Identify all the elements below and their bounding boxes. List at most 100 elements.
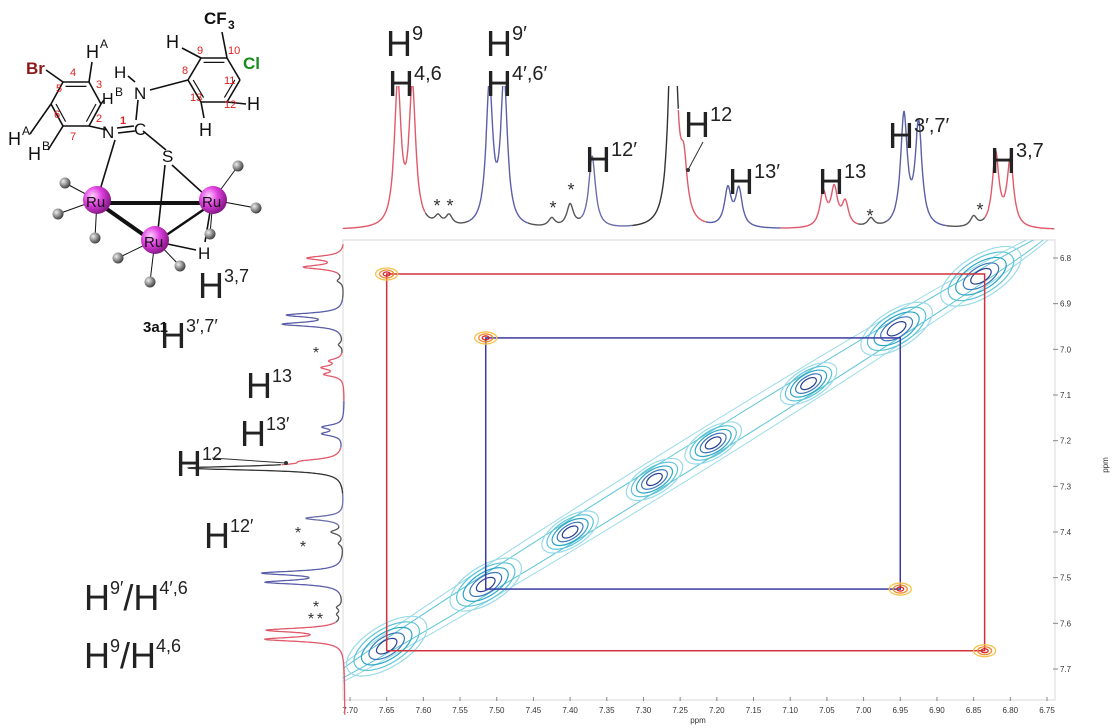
label-text: H bbox=[486, 23, 512, 64]
diagonal-contour bbox=[699, 432, 727, 454]
ligand-ball bbox=[59, 177, 71, 189]
diagonal-contour bbox=[873, 311, 920, 347]
label-superscript: 13 bbox=[844, 161, 866, 183]
diagonal-contour bbox=[866, 306, 927, 352]
cross-peak bbox=[375, 267, 399, 281]
y-tick-label: 6.8 bbox=[1060, 254, 1072, 263]
x-tick-label: 7.00 bbox=[856, 706, 872, 715]
asterisk: * bbox=[313, 345, 319, 362]
peak-label: H13′ bbox=[728, 161, 780, 202]
bond bbox=[88, 125, 108, 131]
ligand-ball bbox=[112, 252, 124, 264]
peak-label: H3′,7′ bbox=[888, 115, 950, 156]
bond bbox=[226, 57, 241, 81]
spectrum-peak bbox=[839, 198, 859, 225]
bond bbox=[55, 103, 67, 122]
spectrum-peak bbox=[336, 273, 344, 298]
cross-peak bbox=[888, 582, 912, 596]
left-spectrum bbox=[187, 244, 346, 715]
x-tick-label: 7.30 bbox=[636, 706, 652, 715]
cross-peak bbox=[478, 333, 494, 343]
peak-label: H4′,6′ bbox=[486, 63, 548, 104]
spectrum-peak bbox=[305, 244, 344, 263]
label-text: H bbox=[585, 139, 611, 180]
spectrum-peak bbox=[305, 493, 344, 526]
bond bbox=[117, 130, 136, 134]
x-axis-label: ppm bbox=[690, 716, 706, 725]
diagonal-contour bbox=[962, 262, 1000, 291]
diagonal-contour bbox=[947, 251, 1015, 302]
label-text: H bbox=[728, 161, 754, 202]
spectrum-peak bbox=[285, 298, 344, 320]
bond bbox=[99, 139, 116, 191]
locant-number: 11 bbox=[224, 75, 235, 87]
spectrum-peak bbox=[263, 634, 346, 715]
diagonal-contour bbox=[469, 571, 503, 598]
label-superscript: 12′ bbox=[230, 516, 254, 536]
atom-label: N bbox=[134, 84, 146, 103]
spectrum-peak bbox=[342, 86, 406, 230]
spectrum-peak bbox=[187, 464, 344, 494]
diagonal-ridge bbox=[343, 240, 1055, 695]
bond bbox=[161, 206, 207, 240]
label-text: H bbox=[386, 23, 412, 64]
diagonal-contour bbox=[646, 472, 663, 487]
label-pointer-dot bbox=[686, 168, 690, 172]
label-superscript: 9 bbox=[412, 23, 423, 45]
spectrum-peak bbox=[946, 214, 986, 227]
locant-number: 13 bbox=[190, 92, 202, 104]
atom-label: N bbox=[102, 123, 114, 142]
spectrum-peak bbox=[911, 118, 947, 227]
bond bbox=[135, 99, 139, 121]
atom-label: H bbox=[8, 129, 21, 149]
locant-number: 9 bbox=[197, 45, 203, 57]
spectrum-peak bbox=[260, 558, 342, 579]
label-text: H bbox=[388, 63, 414, 104]
diagonal-contour bbox=[880, 316, 914, 342]
locant-number: 4 bbox=[70, 67, 76, 79]
label-pointer-dot bbox=[284, 461, 288, 465]
label-text: /H bbox=[120, 635, 156, 676]
asterisk: * bbox=[308, 611, 314, 628]
exchange-box bbox=[484, 337, 902, 590]
spectrum-peak bbox=[781, 188, 829, 229]
cross-peak bbox=[896, 586, 905, 592]
y-tick-label: 7.5 bbox=[1060, 574, 1072, 583]
bond bbox=[88, 81, 102, 105]
diagonal-contour bbox=[360, 626, 413, 666]
y-axis-label: ppm bbox=[1101, 457, 1110, 473]
cross-peak bbox=[972, 644, 997, 658]
label-pointer bbox=[687, 141, 704, 171]
diagonal-contour bbox=[456, 562, 516, 607]
diagonal-contour bbox=[940, 245, 1022, 307]
x-tick-label: 7.10 bbox=[782, 706, 798, 715]
atom-label: B bbox=[42, 139, 50, 153]
diagonal-contour bbox=[684, 421, 742, 465]
asterisk: * bbox=[549, 198, 556, 218]
diagonal-contour bbox=[541, 510, 599, 554]
spectrum-peak bbox=[302, 262, 339, 275]
spectrum-peak bbox=[632, 86, 679, 227]
ligand-ball bbox=[174, 260, 186, 272]
x-tick-label: 7.35 bbox=[599, 706, 615, 715]
diagonal-contour bbox=[860, 301, 933, 356]
atom-label: H bbox=[247, 94, 260, 114]
peak-label: H9/H4,6 bbox=[84, 635, 181, 676]
spectrum-peak bbox=[320, 430, 342, 448]
atom-label: H bbox=[166, 32, 179, 52]
diagonal-contour bbox=[789, 369, 828, 398]
ligand-ball bbox=[250, 202, 262, 214]
diagonal-contour bbox=[449, 557, 522, 612]
bond bbox=[226, 101, 247, 105]
label-superscript: 13′ bbox=[754, 161, 780, 183]
diagonal-contour bbox=[779, 361, 838, 406]
label-text: H bbox=[160, 315, 186, 356]
cross-peak bbox=[481, 335, 490, 341]
label-superscript: 4′,6′ bbox=[512, 63, 548, 85]
diagonal-contour bbox=[353, 621, 420, 672]
spectrum-peak bbox=[1002, 156, 1055, 230]
spectrum-peak bbox=[677, 110, 706, 223]
label-superscript: 12′ bbox=[611, 139, 637, 161]
label-superscript: 9′ bbox=[512, 23, 527, 45]
atom-label: Cl bbox=[243, 54, 260, 73]
